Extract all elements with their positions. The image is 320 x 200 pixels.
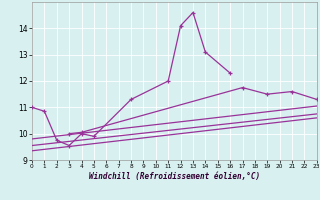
X-axis label: Windchill (Refroidissement éolien,°C): Windchill (Refroidissement éolien,°C) (89, 172, 260, 181)
